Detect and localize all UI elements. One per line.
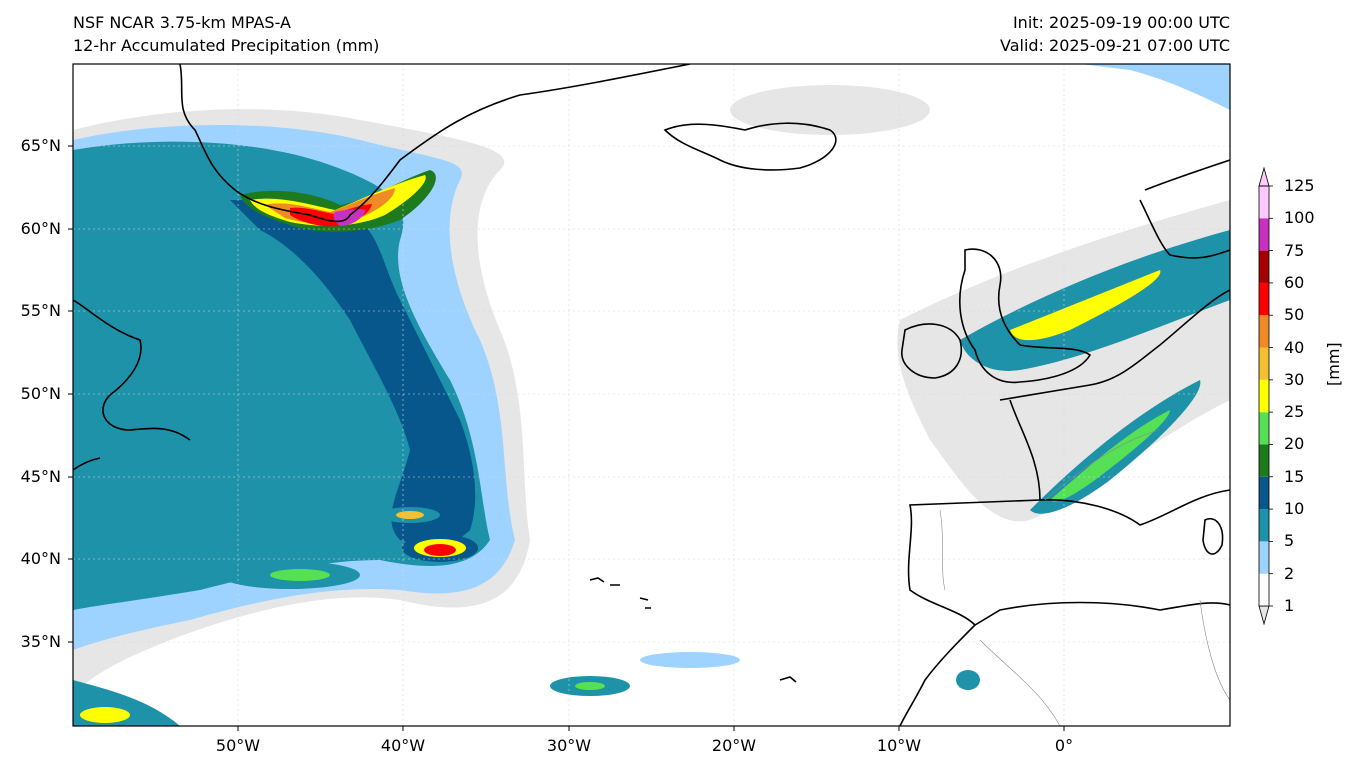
- colorbar-tick-label: 2: [1284, 563, 1295, 583]
- colorbar-tick-label: 30: [1284, 369, 1305, 389]
- init-time: Init: 2025-09-19 00:00 UTC: [1012, 13, 1230, 32]
- colorbar-segment: [1259, 476, 1269, 510]
- colorbar-tick-label: 40: [1284, 337, 1305, 357]
- precip-area-iceland: [730, 85, 930, 135]
- precip-cell: [80, 707, 130, 723]
- precip-area-5mm: [73, 141, 490, 610]
- colorbar-segment: [1259, 250, 1269, 283]
- colorbar-segment: [1259, 412, 1269, 445]
- lon-label: 40°W: [380, 736, 426, 755]
- colorbar-tick-label: 125: [1284, 176, 1315, 195]
- coast-europe: [907, 159, 1230, 627]
- lat-label: 40°N: [20, 549, 61, 568]
- gridlines: [73, 64, 1230, 726]
- lat-label: 55°N: [20, 301, 61, 320]
- colorbar-extend-max: [1258, 166, 1270, 187]
- precip-band-europe: [1010, 270, 1161, 341]
- colorbar-segment: [1259, 218, 1269, 251]
- colorbar-segment: [1259, 379, 1269, 413]
- colorbar-segment: [1259, 186, 1269, 219]
- precip-cell-morocco: [956, 670, 980, 690]
- precip-band: [575, 682, 605, 690]
- coastlines: [73, 64, 1230, 726]
- colorbar-segment: [1259, 282, 1269, 316]
- valid-time: Valid: 2025-09-21 07:00 UTC: [999, 36, 1230, 55]
- coast-newfoundland: [73, 299, 191, 471]
- coast-greenland: [179, 64, 691, 223]
- lat-label: 35°N: [20, 632, 61, 651]
- colorbar-unit: [mm]: [1324, 342, 1343, 386]
- coast-azores: [589, 577, 651, 609]
- colorbar-tick-label: 1: [1284, 596, 1295, 615]
- colorbar-segment: [1259, 573, 1269, 606]
- colorbar-segment: [1259, 509, 1269, 542]
- country-borders: [939, 429, 1230, 726]
- precip-area-10mm: [230, 200, 476, 545]
- coast-madeira: [779, 676, 797, 683]
- lon-label: 0°: [1054, 736, 1074, 755]
- coast-britain: [959, 248, 1092, 384]
- lat-label: 45°N: [20, 467, 61, 486]
- precip-field: [73, 64, 1230, 726]
- colorbar-tick-label: 20: [1284, 434, 1305, 454]
- colorbar-extend-min: [1258, 605, 1270, 626]
- lon-label: 20°W: [711, 736, 757, 755]
- lon-label: 10°W: [876, 736, 922, 755]
- colorbar-tick-label: 10: [1284, 499, 1305, 519]
- axis-ticks: [68, 145, 1065, 731]
- lat-label: 65°N: [20, 136, 61, 155]
- lon-label: 50°W: [215, 736, 261, 755]
- coast-iceland: [663, 122, 837, 171]
- precip-area-norway: [1080, 64, 1230, 110]
- coast-africa: [899, 624, 976, 726]
- colorbar-tick-label: 50: [1284, 305, 1305, 325]
- field-title: 12-hr Accumulated Precipitation (mm): [73, 36, 380, 55]
- colorbar-tick-label: 5: [1284, 531, 1295, 551]
- colorbar-tick-label: 75: [1284, 240, 1305, 260]
- precip-cell: [396, 511, 424, 519]
- colorbar-segment: [1259, 347, 1269, 380]
- colorbar-tick-label: 25: [1284, 402, 1305, 422]
- map-frame: [72, 63, 1231, 727]
- lon-label: 30°W: [546, 736, 592, 755]
- colorbar-frame: [1258, 185, 1270, 607]
- colorbar-tick-label: 15: [1284, 466, 1305, 486]
- lat-label: 50°N: [20, 384, 61, 403]
- model-title: NSF NCAR 3.75-km MPAS-A: [73, 13, 291, 32]
- coast-corsica: [1202, 518, 1224, 555]
- colorbar-tick-label: 100: [1284, 208, 1315, 228]
- precip-band: [640, 652, 740, 668]
- lat-label: 60°N: [20, 219, 61, 238]
- colorbar-segment: [1259, 541, 1269, 574]
- colorbar-tick-label: 60: [1284, 272, 1305, 292]
- colorbar-segment: [1259, 315, 1269, 348]
- precip-band-france: [1050, 410, 1170, 502]
- precip-cell: [270, 569, 330, 581]
- colorbar-segment: [1259, 444, 1269, 477]
- precip-cell: [424, 544, 456, 556]
- coast-ireland: [901, 323, 962, 379]
- colorbar: [1258, 166, 1273, 626]
